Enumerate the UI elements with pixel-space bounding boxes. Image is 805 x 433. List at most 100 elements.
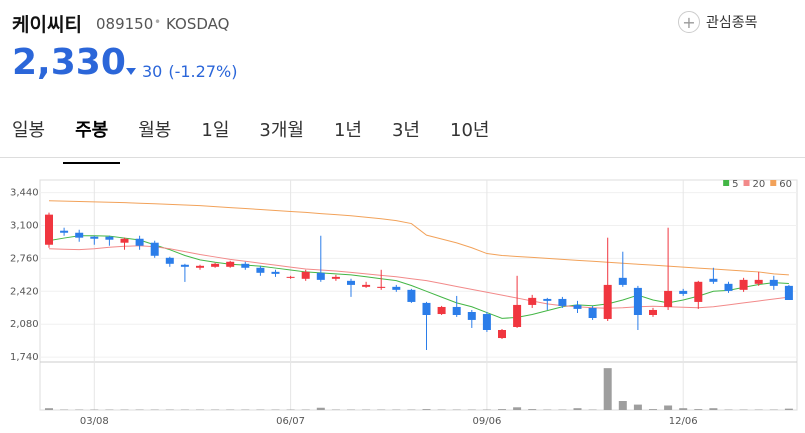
y-tick-label: 2,420 (10, 286, 39, 297)
candle-body (120, 238, 129, 243)
tab[interactable]: 3년 (391, 120, 420, 141)
candle-body (694, 281, 703, 302)
candle-body (271, 271, 280, 274)
candle-body (135, 238, 144, 246)
candle-body (588, 307, 597, 318)
y-tick-label: 3,440 (10, 188, 39, 199)
candle-body (75, 232, 84, 238)
candle-body (211, 263, 220, 267)
market: KOSDAQ (166, 15, 230, 33)
candle-body (105, 236, 114, 240)
y-tick-label: 1,740 (10, 352, 39, 363)
candle-body (543, 298, 552, 301)
candle-body (513, 304, 522, 327)
candle-body (301, 271, 310, 279)
candle-body (573, 304, 582, 309)
moving-average (48, 235, 789, 319)
candle-body (558, 298, 567, 306)
x-tick-label: 09/06 (472, 416, 501, 427)
y-tick-label: 3,100 (10, 220, 39, 231)
candle-body (331, 276, 340, 279)
candle-body (392, 286, 401, 290)
plot-frame (39, 179, 798, 411)
tab[interactable]: 1일 (201, 120, 230, 141)
volume-bar (573, 408, 582, 410)
x-tick-label: 06/07 (276, 416, 305, 427)
stock-name: 케이씨티 (12, 14, 82, 36)
legend-label: 5 (732, 179, 738, 190)
change: 30 (-1.27%) (126, 62, 237, 81)
candle-body (241, 263, 250, 268)
candle-body (739, 279, 748, 290)
candle-body (724, 283, 733, 291)
volume-bar (498, 409, 506, 410)
candle-body (633, 287, 642, 315)
volume-bar (679, 408, 688, 410)
candle-body (362, 284, 371, 287)
candle-body (709, 278, 718, 282)
volume-bar (422, 409, 431, 410)
candle-body (769, 279, 778, 286)
legend-swatch (770, 180, 777, 186)
candle-body (407, 289, 416, 302)
candle-body (377, 286, 386, 288)
candle-body (649, 309, 657, 315)
legend-swatch (743, 180, 750, 186)
candle-body (528, 297, 537, 305)
tab[interactable]: 1년 (333, 120, 362, 141)
tab[interactable]: 10년 (450, 120, 490, 141)
candle-body (467, 312, 476, 320)
candle-body (90, 236, 99, 239)
down-arrow (126, 68, 136, 75)
volume-bar (618, 401, 627, 410)
separator-dot: • (154, 15, 162, 29)
candle-body (150, 242, 159, 256)
watchlist-button[interactable]: + 관심종목 (678, 11, 758, 33)
stock-code: 089150 (96, 15, 154, 33)
candle-body (256, 267, 265, 273)
tab[interactable]: 월봉 (138, 120, 172, 141)
y-tick-label: 2,760 (10, 253, 39, 264)
candle-body (452, 306, 461, 315)
candle-body (784, 285, 793, 300)
tab[interactable]: 3개월 (259, 120, 304, 141)
moving-average (48, 200, 789, 276)
price: 2,330 (12, 42, 126, 83)
x-tick-label: 03/08 (80, 416, 109, 427)
volume-bar (784, 408, 793, 410)
x-tick-label: 12/06 (669, 416, 698, 427)
candle-body (226, 261, 235, 267)
volume-bar (633, 404, 642, 410)
legend-label: 20 (753, 179, 766, 190)
candle-body (437, 306, 446, 315)
divider (0, 157, 805, 158)
button-label: 관심종목 (706, 15, 758, 31)
candle-body (664, 290, 673, 307)
candle-body (347, 280, 355, 285)
candle-body (316, 272, 325, 280)
candle-body (45, 214, 53, 245)
candle-body (60, 230, 69, 233)
volume-bar (709, 408, 718, 410)
candle-body (618, 277, 627, 285)
candle-body (165, 257, 174, 264)
moving-average (48, 245, 789, 309)
legend-swatch (723, 180, 730, 186)
volume-bar (603, 368, 612, 410)
volume-bar (528, 409, 537, 410)
change-rate: (-1.27%) (168, 62, 238, 81)
volume-bar (316, 407, 325, 410)
candle-body (422, 302, 431, 315)
candle-body (754, 279, 763, 284)
volume-bar (45, 408, 53, 410)
y-tick-label: 2,080 (10, 319, 39, 330)
candle-body (482, 314, 491, 330)
tab[interactable]: 일봉 (12, 120, 46, 141)
volume-bar (649, 409, 657, 410)
candle-body (679, 290, 688, 294)
volume-bar (513, 407, 522, 410)
volume-bar (694, 409, 703, 410)
tab[interactable]: 주봉 (63, 112, 121, 164)
candle-body (498, 330, 506, 339)
